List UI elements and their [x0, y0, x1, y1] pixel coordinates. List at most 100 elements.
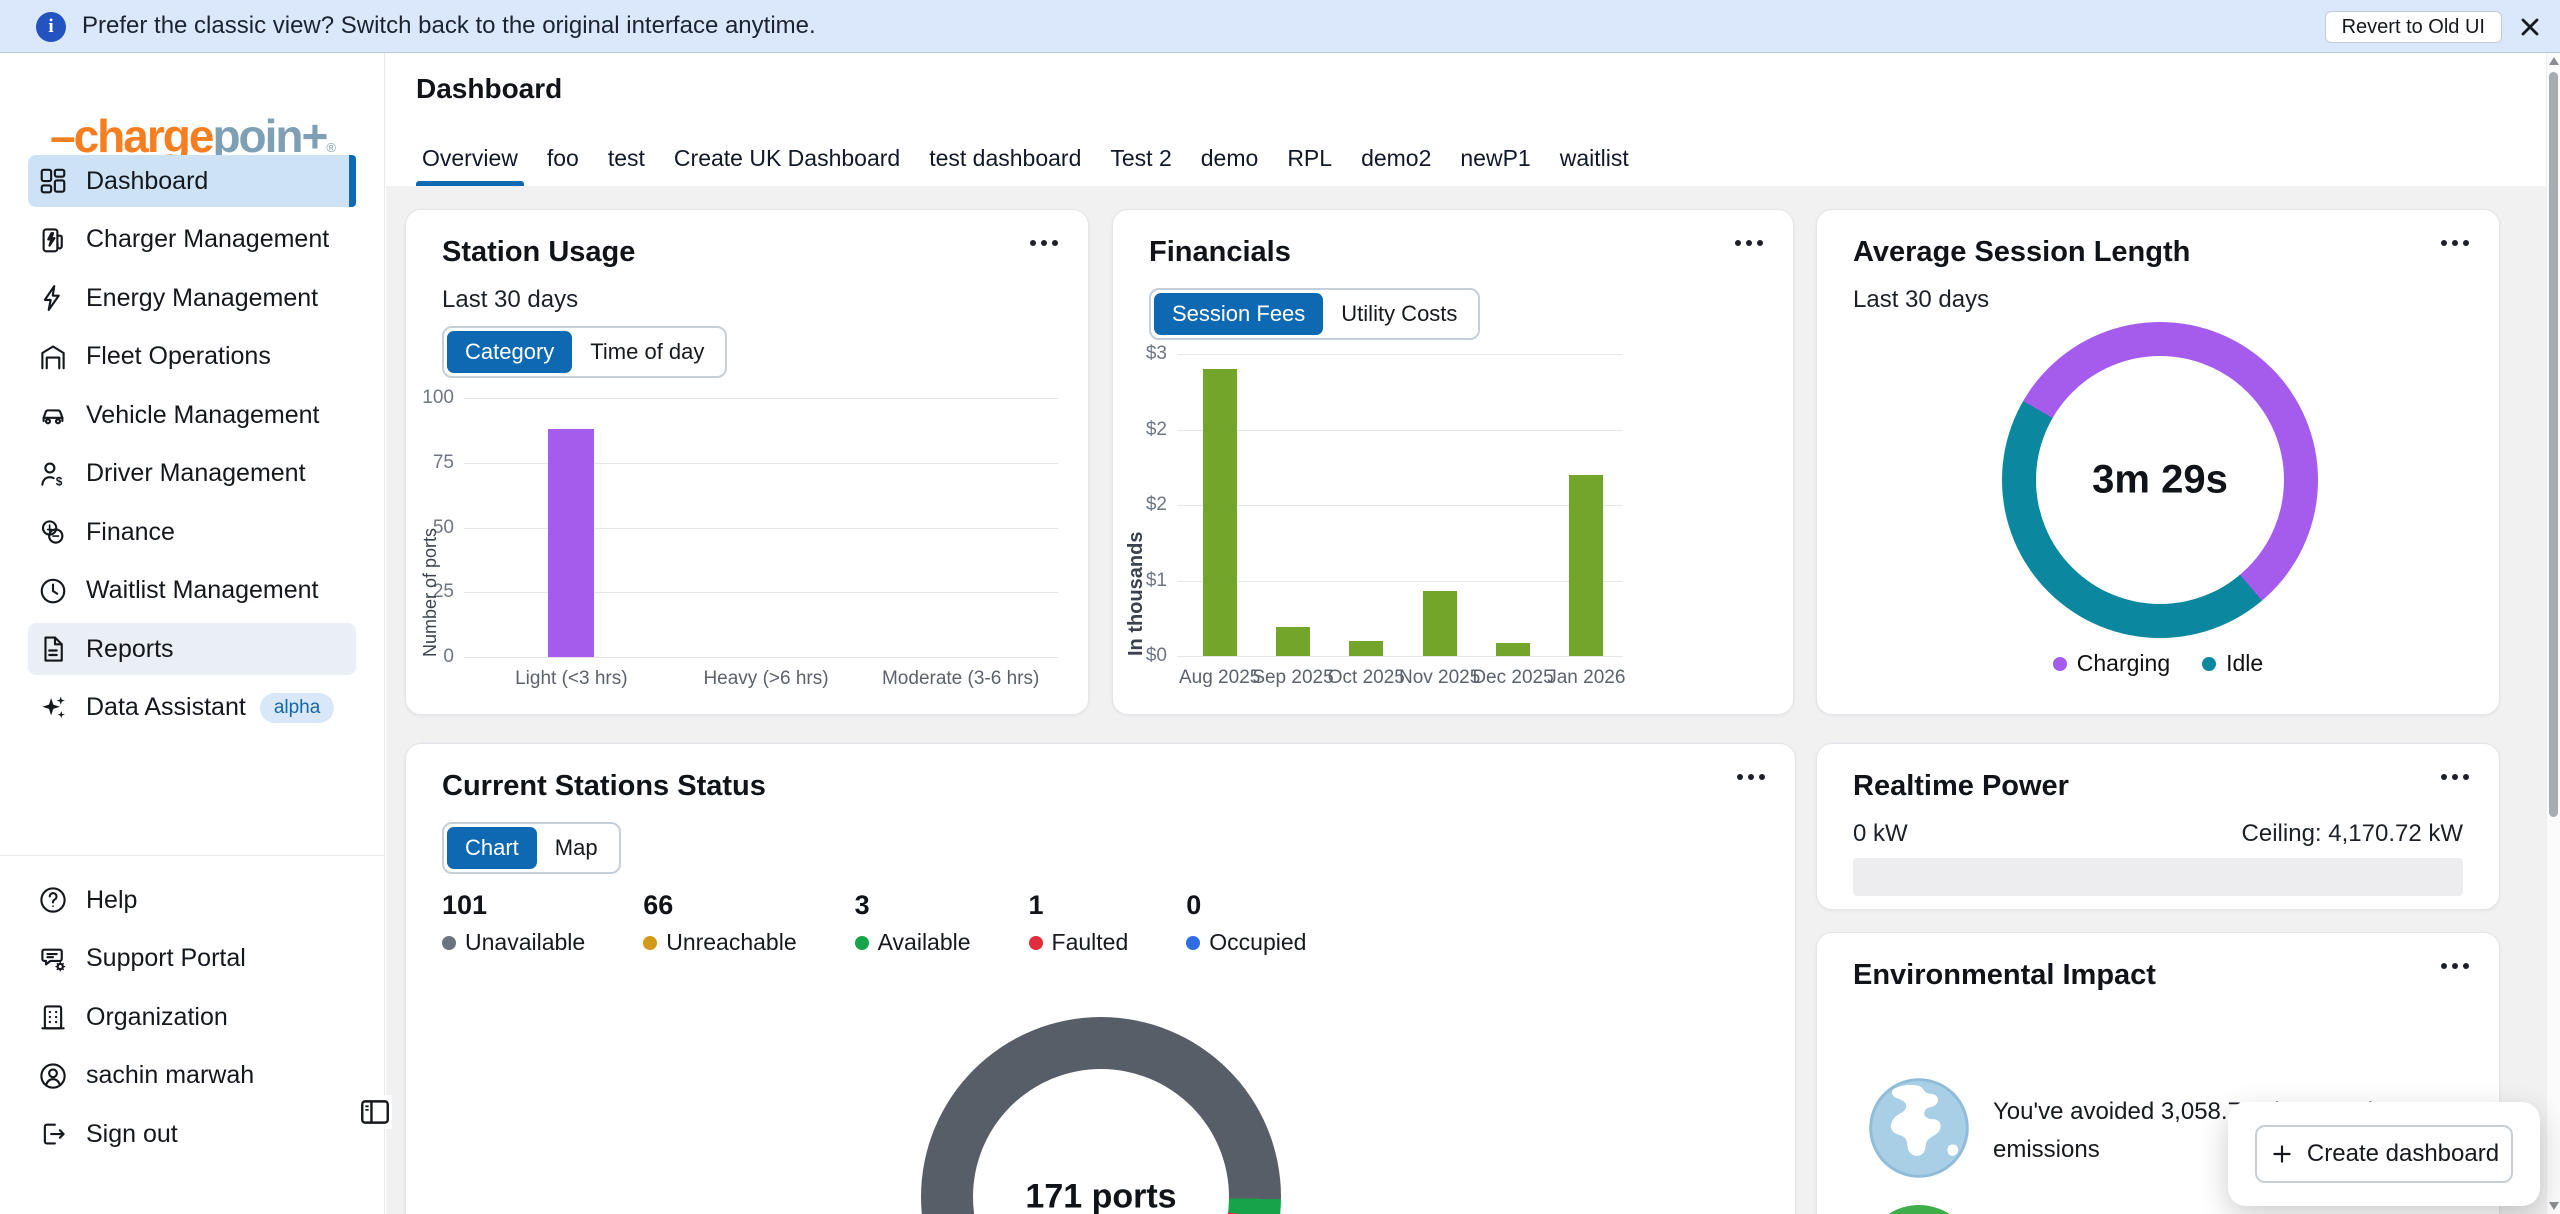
create-dashboard-button[interactable]: Create dashboard: [2255, 1125, 2513, 1183]
stat-label: Occupied: [1186, 929, 1306, 956]
tab-demo2[interactable]: demo2: [1361, 144, 1432, 171]
close-icon[interactable]: [2516, 13, 2544, 41]
card-menu-icon[interactable]: [1030, 240, 1058, 246]
sidebar-item-label: Energy Management: [86, 283, 319, 312]
x-tick-label: Light (<3 hrs): [515, 668, 628, 689]
sidebar-item-waitlist-management[interactable]: Waitlist Management: [28, 562, 356, 621]
finance-icon: [38, 517, 68, 547]
bar-nov-2025: [1422, 590, 1457, 656]
card-title: Average Session Length: [1853, 236, 2191, 268]
station-usage-category-toggle[interactable]: Category: [447, 331, 573, 373]
legend-dot-icon: [2202, 656, 2217, 671]
revert-to-old-ui-button[interactable]: Revert to Old UI: [2324, 11, 2502, 43]
station-usage-toggle: Category Time of day: [442, 326, 728, 378]
svg-text:$: $: [56, 474, 63, 488]
ports-status-donut-chart: 171 ports: [406, 744, 1795, 1214]
sidebar-item-label: Waitlist Management: [86, 576, 319, 605]
scrollbar[interactable]: [2546, 53, 2560, 1214]
card-menu-icon[interactable]: [1737, 774, 1765, 780]
sidebar-item-label: Organization: [86, 1002, 228, 1031]
donut-center-label: 171 ports: [1025, 1177, 1177, 1214]
x-tick-label: Aug 2025: [1178, 667, 1261, 688]
sidebar-item-label: Charger Management: [86, 225, 330, 254]
x-tick-label: Jan 2026: [1547, 667, 1626, 688]
card-menu-icon[interactable]: [1735, 240, 1763, 246]
financials-utility-costs-toggle[interactable]: Utility Costs: [1323, 293, 1475, 335]
station-usage-time-of-day-toggle[interactable]: Time of day: [572, 331, 722, 373]
financials-chart: $0 $1 $2 $2 $3 In thousands Aug 2025 Sep 2025 Oc…: [1113, 210, 1793, 714]
sidebar-item-data-assistant[interactable]: Data Assistant alpha: [28, 679, 356, 738]
status-dot-icon: [643, 935, 658, 950]
alpha-badge: alpha: [259, 692, 335, 723]
tab-test-2[interactable]: Test 2: [1110, 144, 1172, 171]
bar-sep-2025: [1276, 626, 1310, 656]
signout-icon: [38, 1119, 68, 1149]
sidebar-item-reports[interactable]: Reports: [28, 623, 356, 675]
tab-test[interactable]: test: [607, 144, 645, 171]
station-usage-chart: 0 25 50 75 100 Number of ports Light (<3 hrs) H…: [406, 210, 1088, 714]
sidebar-item-energy-management[interactable]: Energy Management: [28, 269, 356, 328]
tab-rpl[interactable]: RPL: [1287, 144, 1333, 171]
x-tick-label: Dec 2025: [1472, 667, 1554, 688]
sidebar-item-sign-out[interactable]: Sign out: [28, 1105, 356, 1164]
bar-oct-2025: [1349, 640, 1384, 656]
financials-toggle: Session Fees Utility Costs: [1149, 288, 1481, 340]
station-usage-card: Station Usage Last 30 days Category Time …: [405, 209, 1089, 715]
tab-overview[interactable]: Overview: [416, 130, 524, 186]
scrollbar-up-arrow[interactable]: [2549, 57, 2559, 65]
collapse-sidebar-icon[interactable]: [358, 1095, 392, 1129]
status-dot-icon: [442, 935, 456, 950]
tab-test-dashboard[interactable]: test dashboard: [929, 144, 1082, 171]
tab-waitlist[interactable]: waitlist: [1559, 144, 1629, 171]
sidebar-item-sachin-marwah[interactable]: sachin marwah: [28, 1047, 356, 1106]
sidebar-item-support-portal[interactable]: Support Portal: [28, 930, 356, 989]
sidebar-item-driver-management[interactable]: $ Driver Management: [28, 445, 356, 504]
card-menu-icon[interactable]: [2441, 240, 2469, 246]
sidebar-nav: Dashboard Charger Management Energy Manage…: [0, 152, 384, 737]
tab-create-uk-dashboard[interactable]: Create UK Dashboard: [673, 144, 901, 171]
tab-foo[interactable]: foo: [546, 144, 579, 171]
stations-status-chart-toggle[interactable]: Chart: [447, 827, 537, 869]
sidebar-item-label: Help: [86, 885, 138, 914]
sidebar-item-dashboard[interactable]: Dashboard: [28, 155, 356, 207]
y-tick-label: 25: [432, 581, 454, 603]
x-tick-label: Nov 2025: [1398, 667, 1481, 688]
logo-part-slate: poin: [212, 110, 303, 162]
stations-status-map-toggle[interactable]: Map: [537, 827, 616, 869]
user-icon: [38, 1061, 68, 1091]
status-stat-faulted: 1 Faulted: [1028, 890, 1128, 956]
card-subtitle: Last 30 days: [442, 286, 579, 313]
average-session-donut-chart: 3m 29s: [1817, 210, 2499, 714]
x-tick-label: Oct 2025: [1327, 667, 1405, 688]
card-title: Financials: [1149, 236, 1291, 268]
donut-hole: [2036, 356, 2284, 604]
sidebar-divider: [0, 855, 384, 856]
sidebar-item-help[interactable]: Help: [28, 871, 356, 930]
sidebar-item-vehicle-management[interactable]: Vehicle Management: [28, 386, 356, 445]
y-tick-label: 50: [432, 516, 454, 538]
sidebar-item-fleet-operations[interactable]: Fleet Operations: [28, 328, 356, 387]
y-tick-label: 0: [443, 646, 454, 667]
stat-value: 1: [1028, 890, 1044, 920]
bar-dec-2025: [1496, 642, 1530, 656]
scrollbar-down-arrow[interactable]: [2549, 1202, 2559, 1210]
main-header: Dashboard Overview foo test Create UK Dashb…: [386, 53, 2546, 186]
page-title: Dashboard: [416, 73, 563, 104]
scrollbar-thumb[interactable]: [2549, 72, 2558, 817]
plus-icon: [2269, 1141, 2295, 1167]
sidebar-item-label: Dashboard: [86, 166, 209, 195]
tab-newp1[interactable]: newP1: [1460, 144, 1531, 171]
financials-session-fees-toggle[interactable]: Session Fees: [1154, 293, 1324, 335]
tab-demo[interactable]: demo: [1200, 144, 1259, 171]
card-menu-icon[interactable]: [2441, 774, 2469, 780]
stat-value: 101: [442, 890, 488, 920]
dashboard-icon: [38, 166, 68, 196]
sidebar-item-organization[interactable]: Organization: [28, 988, 356, 1047]
card-menu-icon[interactable]: [2441, 963, 2469, 969]
card-title: Environmental Impact: [1853, 959, 2156, 991]
create-dashboard-panel: Create dashboard: [2228, 1102, 2540, 1206]
sidebar-item-charger-management[interactable]: Charger Management: [28, 211, 356, 270]
stat-label: Unavailable: [442, 929, 585, 956]
banner-text: Prefer the classic view? Switch back to …: [82, 12, 816, 39]
sidebar-item-finance[interactable]: Finance: [28, 503, 356, 562]
